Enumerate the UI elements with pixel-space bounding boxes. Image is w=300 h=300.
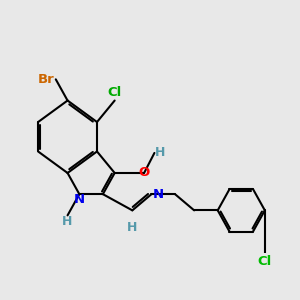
Text: Cl: Cl <box>258 254 272 268</box>
Text: N: N <box>153 188 164 201</box>
Text: H: H <box>62 215 73 228</box>
Text: H: H <box>154 146 165 159</box>
Text: Cl: Cl <box>107 86 122 99</box>
Text: H: H <box>127 221 137 234</box>
Text: Br: Br <box>38 73 54 86</box>
Text: N: N <box>74 193 85 206</box>
Text: O: O <box>139 167 150 179</box>
